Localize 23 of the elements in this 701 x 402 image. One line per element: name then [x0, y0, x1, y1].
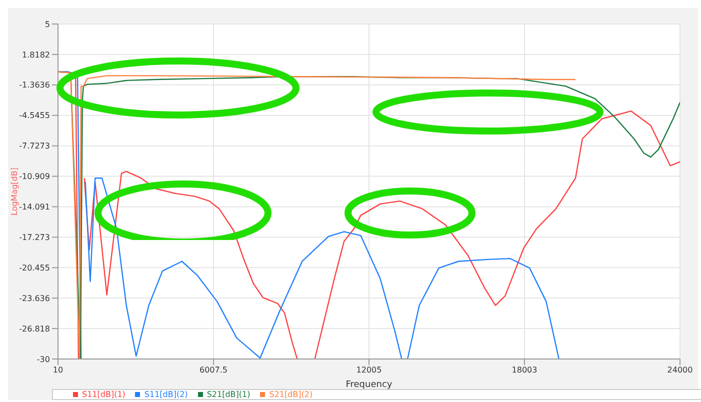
y-tick-label: -7.7273 — [19, 142, 50, 151]
x-tick-label: 6007.5 — [200, 366, 228, 375]
y-tick-label: -17.273 — [19, 233, 50, 242]
legend-label: S21[dB](1) — [206, 390, 250, 399]
y-tick-label: -23.636 — [19, 294, 50, 303]
y-tick-label: -26.818 — [19, 324, 50, 334]
x-tick-label: 24000 — [667, 366, 693, 375]
legend-label: S11[dB](2) — [144, 390, 188, 399]
y-tick-label: -4.5455 — [19, 111, 50, 120]
legend-label: S21[dB](2) — [269, 390, 313, 399]
y-tick-label: 5 — [44, 20, 50, 29]
y-tick-label: -20.455 — [19, 263, 50, 272]
x-axis-title: Frequency — [346, 380, 393, 390]
y-tick-label: -10.909 — [19, 172, 50, 182]
x-tick-label: 12005 — [356, 366, 382, 375]
y-tick-label: -30 — [36, 354, 50, 364]
y-tick-label: -14.091 — [19, 202, 50, 212]
y-tick-label: -1.3636 — [19, 80, 50, 90]
x-tick-label: 10 — [52, 366, 64, 375]
y-axis-title: LogMag[dB] — [10, 168, 19, 216]
x-tick-label: 18003 — [512, 366, 538, 375]
legend-label: S11[dB](1) — [82, 390, 126, 399]
y-tick-label: 1.8182 — [22, 50, 50, 60]
